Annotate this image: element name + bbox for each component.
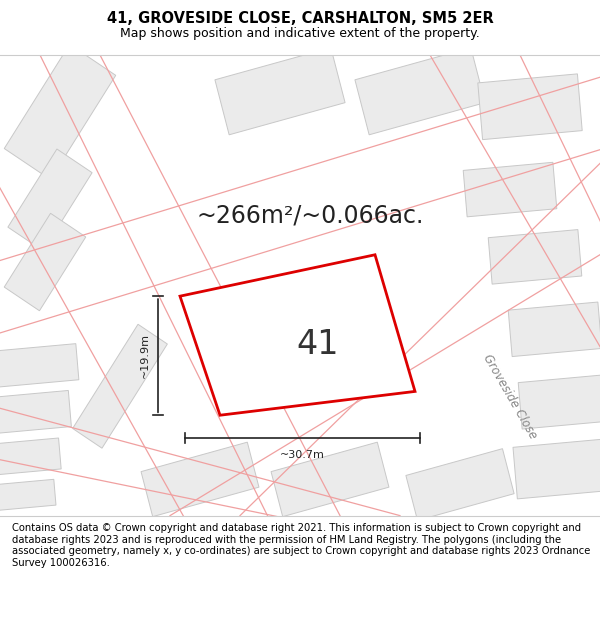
Text: Map shows position and indicative extent of the property.: Map shows position and indicative extent… bbox=[120, 27, 480, 39]
Polygon shape bbox=[488, 229, 582, 284]
Polygon shape bbox=[215, 48, 345, 135]
Text: 41, GROVESIDE CLOSE, CARSHALTON, SM5 2ER: 41, GROVESIDE CLOSE, CARSHALTON, SM5 2ER bbox=[107, 11, 493, 26]
Polygon shape bbox=[180, 255, 415, 415]
Polygon shape bbox=[518, 374, 600, 429]
Text: Contains OS data © Crown copyright and database right 2021. This information is : Contains OS data © Crown copyright and d… bbox=[12, 523, 590, 568]
Polygon shape bbox=[0, 344, 79, 388]
Polygon shape bbox=[4, 213, 86, 311]
Polygon shape bbox=[73, 324, 167, 448]
Polygon shape bbox=[406, 449, 514, 521]
Text: ~30.7m: ~30.7m bbox=[280, 451, 325, 461]
Polygon shape bbox=[141, 442, 259, 517]
Polygon shape bbox=[271, 442, 389, 517]
Polygon shape bbox=[513, 439, 600, 499]
Polygon shape bbox=[8, 149, 92, 251]
Text: ~266m²/~0.066ac.: ~266m²/~0.066ac. bbox=[196, 204, 424, 228]
Text: ~19.9m: ~19.9m bbox=[140, 333, 150, 378]
Polygon shape bbox=[0, 479, 56, 511]
Polygon shape bbox=[0, 438, 61, 475]
Text: 41: 41 bbox=[296, 328, 339, 361]
Polygon shape bbox=[478, 74, 582, 139]
Polygon shape bbox=[0, 391, 71, 434]
Polygon shape bbox=[355, 48, 485, 135]
Polygon shape bbox=[463, 162, 557, 217]
Polygon shape bbox=[508, 302, 600, 357]
Polygon shape bbox=[4, 44, 116, 179]
Text: Groveside Close: Groveside Close bbox=[481, 352, 539, 441]
